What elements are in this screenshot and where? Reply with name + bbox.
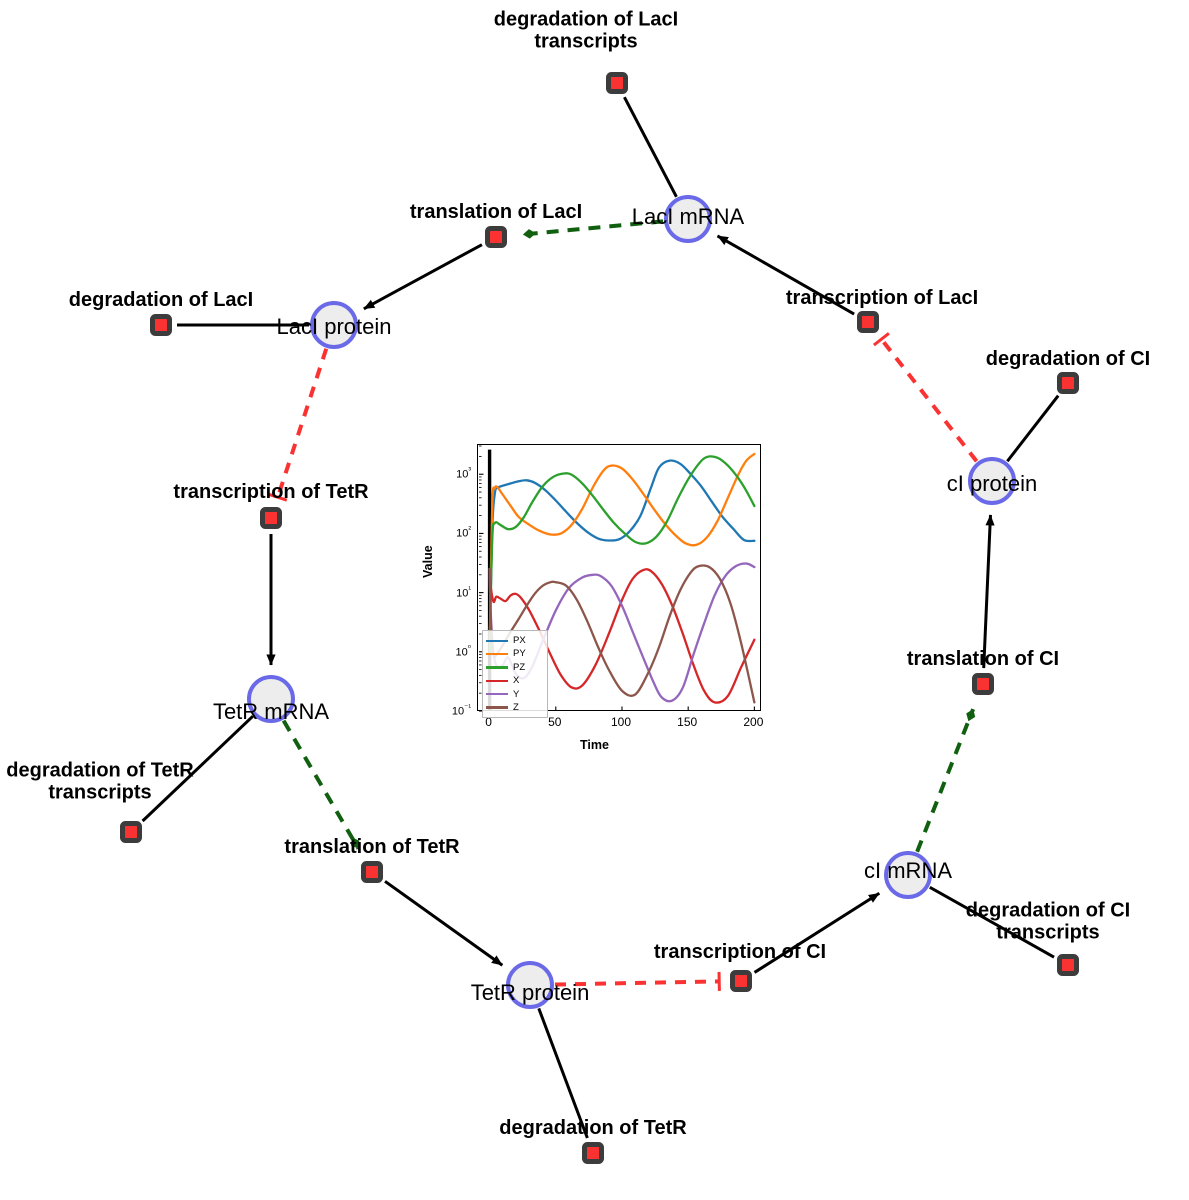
- legend-item-PZ: PZ: [486, 661, 543, 674]
- reaction-label-deg_tetR: degradation of TetR: [499, 1116, 687, 1139]
- edge-layer: [141, 96, 1060, 1139]
- reaction-label-transcription_lacI: transcription of LacI: [785, 286, 979, 309]
- legend-item-Y: Y: [486, 688, 543, 701]
- reaction-label-deg_lacI_transcripts: degradation of LacI transcripts: [493, 8, 679, 53]
- edge-cI_mrna-to-deg_cI_transcripts: [929, 885, 1055, 959]
- species-node-tetR_mrna[interactable]: [247, 675, 295, 723]
- legend-label-PY: PY: [513, 648, 526, 660]
- reaction-label-deg_tetR_transcripts: degradation of TetR transcripts: [6, 759, 194, 804]
- reaction-label-deg_cI: degradation of CI: [985, 347, 1151, 370]
- edge-cI_protein-to-transcription_lacI: [872, 332, 979, 463]
- species-node-cI_protein[interactable]: [968, 457, 1016, 505]
- reaction-label-transcription_tetR: transcription of TetR: [173, 480, 369, 503]
- reaction-node-deg_tetR_transcripts[interactable]: [120, 821, 142, 843]
- legend-label-Z: Z: [513, 701, 519, 713]
- edge-deg_lacI_transcripts-to-lacI_mrna: [623, 96, 678, 198]
- legend-swatch-PY: [486, 652, 508, 656]
- reaction-node-transcription_tetR[interactable]: [260, 507, 282, 529]
- legend-item-PX: PX: [486, 634, 543, 647]
- edge-deg_cI-to-cI_protein: [1006, 394, 1060, 463]
- edge-translation_cI-to-cI_protein: [982, 514, 995, 669]
- reaction-node-deg_tetR[interactable]: [582, 1142, 604, 1164]
- reaction-label-deg_cI_transcripts: degradation of CI transcripts: [965, 899, 1131, 944]
- x-tick-label: 50: [548, 715, 562, 729]
- y-tick-label: 10³: [456, 465, 471, 481]
- legend-swatch-Z: [486, 706, 508, 709]
- edge-tetR_mrna-to-translation_tetR: [281, 719, 361, 850]
- legend-label-X: X: [513, 675, 520, 687]
- reaction-node-deg_cI_transcripts[interactable]: [1057, 954, 1079, 976]
- y-tick-label: 10⁻¹: [451, 702, 471, 718]
- reaction-node-translation_lacI[interactable]: [485, 226, 507, 248]
- reaction-label-translation_cI: translation of CI: [906, 647, 1060, 670]
- species-node-lacI_protein[interactable]: [310, 301, 358, 349]
- reaction-node-deg_lacI[interactable]: [150, 314, 172, 336]
- y-tick-label: 10⁰: [455, 643, 471, 659]
- edge-transcription_lacI-to-lacI_mrna: [716, 234, 855, 316]
- edge-tetR_protein-to-deg_tetR: [537, 1007, 589, 1139]
- edge-tetR_mrna-to-deg_tetR_transcripts: [141, 715, 254, 823]
- reaction-node-transcription_cI[interactable]: [730, 970, 752, 992]
- x-tick-label: 0: [485, 715, 492, 729]
- edge-lacI_mrna-to-translation_lacI: [522, 219, 664, 239]
- legend-swatch-Y: [486, 693, 508, 696]
- reaction-label-translation_lacI: translation of LacI: [409, 200, 583, 223]
- legend-item-X: X: [486, 674, 543, 687]
- legend-label-Y: Y: [513, 688, 520, 700]
- reaction-label-deg_lacI: degradation of LacI: [68, 288, 254, 311]
- edge-tetR_protein-to-transcription_cI: [554, 971, 721, 991]
- edge-lacI_protein-to-transcription_tetR: [268, 348, 329, 502]
- reaction-node-translation_tetR[interactable]: [361, 861, 383, 883]
- x-tick-label: 100: [610, 715, 631, 729]
- species-node-tetR_protein[interactable]: [506, 961, 554, 1009]
- series-line-X: [488, 567, 756, 704]
- x-axis-label: Time: [580, 738, 609, 752]
- legend-swatch-PZ: [486, 666, 508, 669]
- x-tick-label: 200: [743, 715, 764, 729]
- reaction-label-translation_tetR: translation of TetR: [284, 835, 460, 858]
- legend-swatch-X: [486, 679, 508, 683]
- reaction-node-deg_cI[interactable]: [1057, 372, 1079, 394]
- y-tick-label: 10²: [456, 525, 471, 540]
- series-line-PZ: [488, 455, 756, 653]
- node-layer: [120, 72, 1079, 1164]
- species-node-lacI_mrna[interactable]: [664, 195, 712, 243]
- reaction-node-transcription_lacI[interactable]: [857, 311, 879, 333]
- edge-translation_tetR-to-tetR_protein: [384, 880, 504, 967]
- series-line-PX: [488, 459, 756, 653]
- series-line-PY: [488, 452, 756, 653]
- legend-label-PZ: PZ: [513, 661, 526, 673]
- x-tick-label: 150: [677, 715, 698, 729]
- reaction-node-deg_lacI_transcripts[interactable]: [606, 72, 628, 94]
- edge-transcription_cI-to-cI_mrna: [753, 891, 881, 974]
- reaction-label-transcription_cI: transcription of CI: [653, 940, 827, 963]
- edge-translation_lacI-to-lacI_protein: [363, 243, 483, 311]
- legend-swatch-PX: [486, 639, 508, 642]
- legend-item-PY: PY: [486, 647, 543, 660]
- legend-label-PX: PX: [513, 634, 526, 646]
- y-tick-label: 10¹: [456, 584, 471, 599]
- reaction-node-translation_cI[interactable]: [972, 673, 994, 695]
- plot-legend: PX PY PZ X Y Z: [482, 630, 548, 719]
- edge-cI_mrna-to-translation_cI: [915, 708, 976, 853]
- y-axis-label: Value: [421, 545, 435, 578]
- legend-item-Z: Z: [486, 701, 543, 714]
- species-node-cI_mrna[interactable]: [884, 851, 932, 899]
